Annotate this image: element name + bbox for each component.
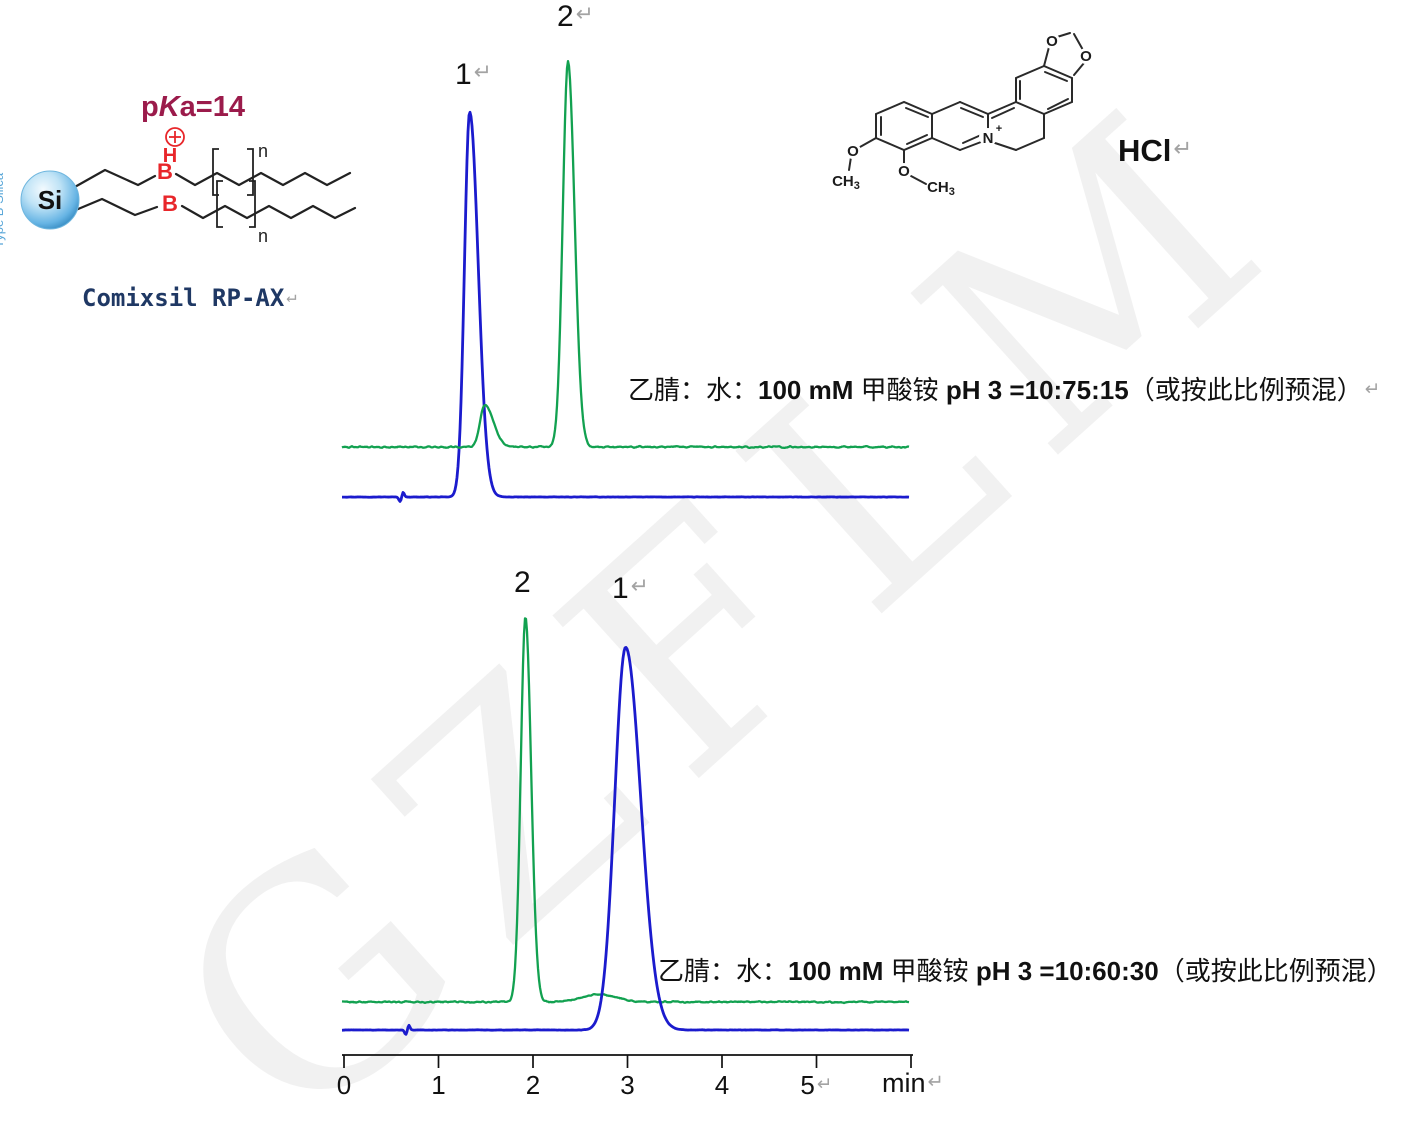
repeat-brackets: [212, 148, 256, 228]
pka-label: pKa=14: [141, 91, 245, 123]
return-mark-icon: ↵: [1173, 136, 1193, 162]
anno-segment: （或按此比例预混）: [1158, 956, 1393, 986]
axis-tick-label: 5 ↵: [800, 1070, 833, 1100]
top-green-trace: [341, 59, 910, 450]
column-name-text: Comixsil RP-AX: [82, 284, 285, 312]
anno-segment: 乙腈：水：: [628, 375, 759, 405]
anno-segment: 甲酸铵: [890, 956, 976, 986]
n-charge: +: [996, 123, 1002, 135]
top-blue-trace: [341, 110, 910, 503]
bottom-blue-trace: [341, 646, 910, 1036]
axis-tick-label: 3: [620, 1070, 635, 1100]
anno-segment: （或按此比例预混）: [1128, 375, 1363, 405]
analyte-structure: O O N + O CH3 O CH3: [832, 32, 1094, 198]
atom-labels: O O N + O CH3 O CH3: [832, 33, 1094, 198]
si-label: Si: [38, 185, 63, 215]
time-axis: [342, 1054, 913, 1068]
stationary-phase-structure: pKa=14 H B B n n Si: [20, 91, 357, 246]
ch3-methoxy-1: CH3: [832, 173, 860, 192]
anno-segment: 100 mM: [758, 375, 861, 405]
o-atom-top-right: O: [1080, 48, 1092, 65]
alkyl-chains: [69, 168, 357, 220]
n-repeat-upper: n: [258, 141, 268, 161]
bottom-green-trace: [341, 617, 910, 1005]
axis-tick-label: 2: [525, 1070, 541, 1100]
peak-label-top-2: 2↵: [557, 0, 594, 33]
b-atom-lower-label: B: [162, 191, 178, 216]
anno-segment: 乙腈：水：: [658, 956, 789, 986]
return-mark-icon: ↵: [1364, 377, 1381, 399]
peak-label-top-1: 1↵: [455, 58, 492, 91]
b-atom-upper-label: B: [157, 159, 173, 184]
peak-label-bottom-2: 2: [514, 566, 531, 599]
return-mark-icon: ↵: [927, 1070, 944, 1093]
ch3-methoxy-2: CH3: [927, 179, 955, 198]
hcl-label: HCl↵: [1118, 133, 1192, 169]
anno-segment: pH 3 =10:60:30: [975, 956, 1159, 986]
return-mark-icon: ↵: [630, 573, 649, 599]
return-mark-icon: ↵: [473, 59, 492, 85]
anno-segment: 甲酸铵: [860, 375, 946, 405]
h-atom-label: H: [163, 145, 177, 167]
o-methoxy-1: O: [847, 143, 859, 160]
silica-sphere: [20, 170, 80, 230]
n-atom: N: [983, 130, 994, 147]
anno-segment: 100 mM: [788, 956, 891, 986]
axis-unit-label: min ↵: [882, 1068, 944, 1098]
n-repeat-lower: n: [258, 226, 268, 246]
anno-segment: pH 3 =10:75:15: [945, 375, 1129, 405]
o-atom-top-left: O: [1046, 33, 1058, 50]
plus-charge-icon: [165, 127, 185, 147]
column-name-caption: Comixsil RP-AX ↵: [82, 284, 297, 312]
return-mark-icon: ↵: [286, 287, 297, 308]
return-mark-icon: ↵: [575, 1, 594, 27]
axis-tick-label: 0: [336, 1070, 352, 1100]
peak-label-bottom-1: 1↵: [612, 572, 649, 605]
mobile-phase-annotation-bottom: 乙腈：水：100 mM 甲酸铵 pH 3 =10:60:30（或按此比例预混）: [658, 951, 1393, 988]
return-mark-icon: ↵: [816, 1072, 833, 1094]
o-methoxy-2: O: [898, 163, 910, 180]
axis-tick-label: 4: [714, 1070, 730, 1100]
hcl-text: HCl: [1118, 133, 1172, 168]
axis-tick-label: 1: [431, 1070, 446, 1100]
mobile-phase-annotation-top: 乙腈：水：100 mM 甲酸铵 pH 3 =10:75:15（或按此比例预混） ↵: [628, 370, 1380, 407]
